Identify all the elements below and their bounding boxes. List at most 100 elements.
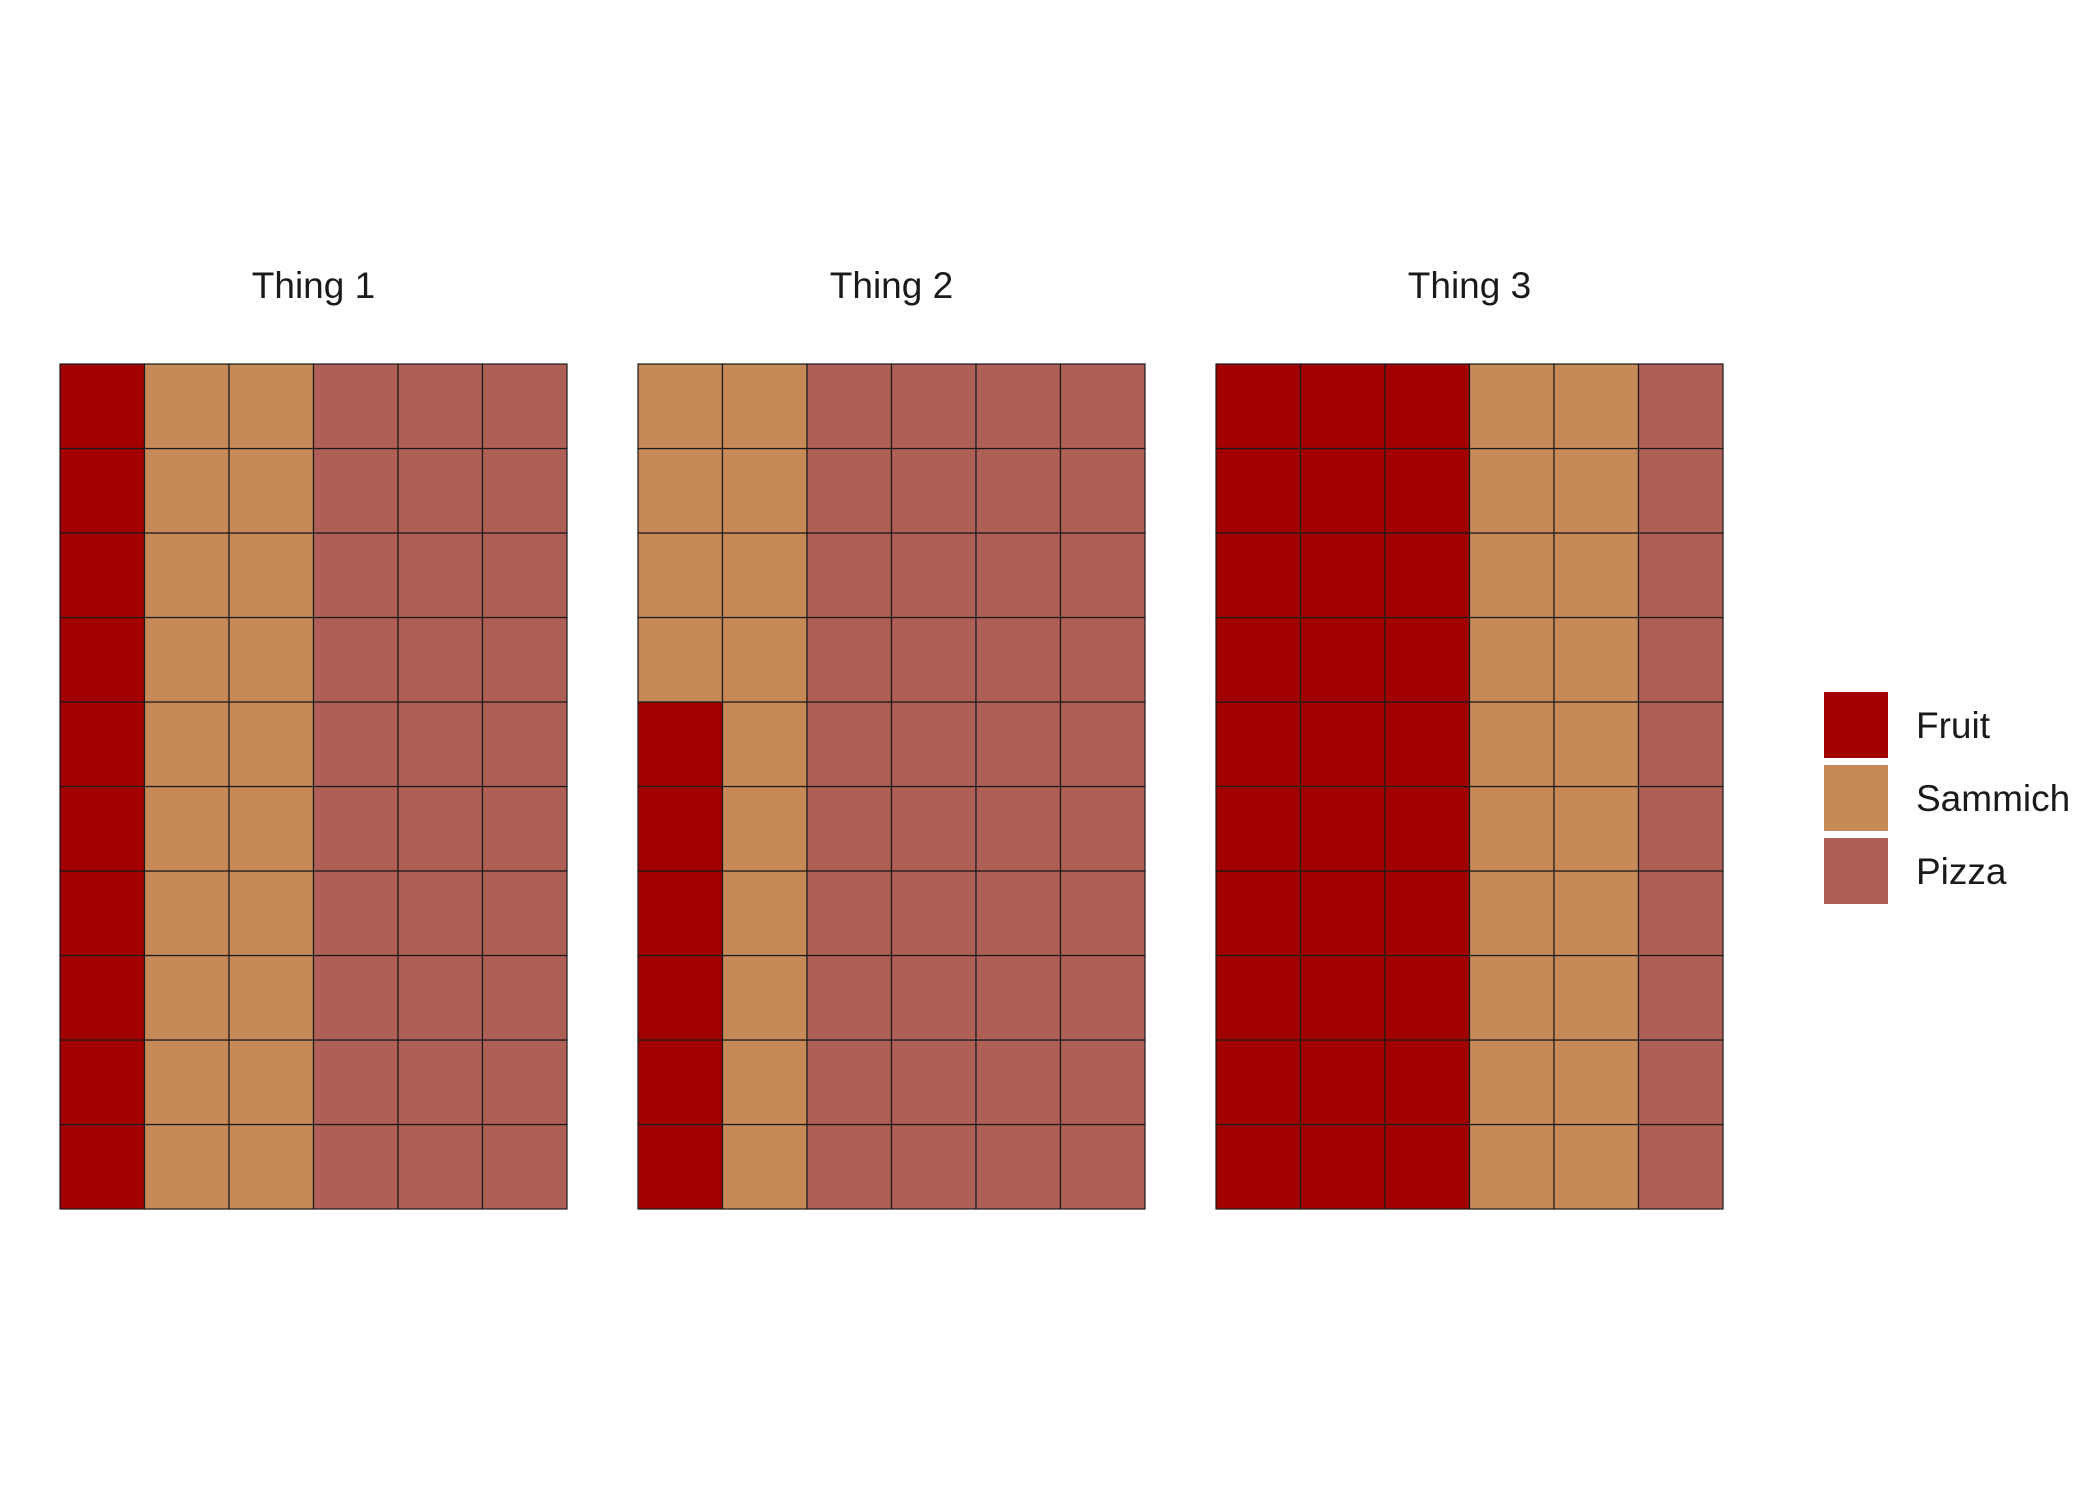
tile-pizza <box>1059 363 1146 450</box>
tile-pizza <box>1059 447 1146 534</box>
tile-sammich <box>1553 1039 1640 1126</box>
panel-title: Thing 1 <box>252 265 375 306</box>
tile-pizza <box>975 1123 1062 1210</box>
tile-sammich <box>721 447 808 534</box>
tile-pizza <box>1637 616 1724 703</box>
tile-sammich <box>1468 954 1555 1041</box>
tile-sammich <box>228 1039 315 1126</box>
tile-pizza <box>890 785 977 872</box>
tile-pizza <box>890 701 977 788</box>
tile-sammich <box>1553 616 1640 703</box>
tile-fruit <box>59 785 146 872</box>
tile-sammich <box>1468 870 1555 957</box>
tile-fruit <box>1384 616 1471 703</box>
tile-sammich <box>143 1123 230 1210</box>
tile-fruit <box>637 1039 724 1126</box>
tile-pizza <box>975 785 1062 872</box>
tile-pizza <box>890 616 977 703</box>
tile-pizza <box>806 1123 893 1210</box>
tile-fruit <box>1384 1123 1471 1210</box>
tile-pizza <box>975 870 1062 957</box>
tile-pizza <box>1637 447 1724 534</box>
tile-pizza <box>975 954 1062 1041</box>
tile-sammich <box>1553 870 1640 957</box>
tile-fruit <box>59 870 146 957</box>
tile-fruit <box>1215 1039 1302 1126</box>
tile-sammich <box>228 532 315 619</box>
tile-pizza <box>975 1039 1062 1126</box>
tile-fruit <box>1299 1123 1386 1210</box>
legend: Fruit Sammich Pizza <box>1824 692 2070 904</box>
tile-pizza <box>1059 870 1146 957</box>
tile-fruit <box>59 616 146 703</box>
tile-sammich <box>228 785 315 872</box>
tile-pizza <box>397 532 484 619</box>
tile-pizza <box>1637 870 1724 957</box>
tile-pizza <box>1059 954 1146 1041</box>
tile-sammich <box>1468 616 1555 703</box>
tile-sammich <box>143 616 230 703</box>
tile-pizza <box>806 785 893 872</box>
tile-fruit <box>59 447 146 534</box>
tile-fruit <box>1215 954 1302 1041</box>
panel-title: Thing 3 <box>1408 265 1531 306</box>
tile-pizza <box>397 954 484 1041</box>
tile-fruit <box>1215 363 1302 450</box>
tile-pizza <box>890 870 977 957</box>
tile-sammich <box>1553 785 1640 872</box>
tile-sammich <box>1468 1039 1555 1126</box>
legend-label: Fruit <box>1916 705 1991 746</box>
tile-pizza <box>806 1039 893 1126</box>
tile-sammich <box>1468 363 1555 450</box>
panel-1: Thing 1 <box>59 265 568 1210</box>
tile-sammich <box>1468 1123 1555 1210</box>
tile-pizza <box>1637 532 1724 619</box>
tile-sammich <box>228 1123 315 1210</box>
tile-fruit <box>1299 532 1386 619</box>
tile-pizza <box>1059 1039 1146 1126</box>
tile-pizza <box>397 363 484 450</box>
tile-fruit <box>59 532 146 619</box>
tile-fruit <box>59 701 146 788</box>
tile-pizza <box>1059 701 1146 788</box>
tile-pizza <box>1059 532 1146 619</box>
panel-3: Thing 3 <box>1215 265 1724 1210</box>
tile-pizza <box>312 532 399 619</box>
legend-key <box>1824 838 1888 904</box>
tile-pizza <box>397 1039 484 1126</box>
tile-sammich <box>1553 532 1640 619</box>
tile-pizza <box>397 701 484 788</box>
tile-fruit <box>59 954 146 1041</box>
tile-pizza <box>975 447 1062 534</box>
tile-pizza <box>397 616 484 703</box>
tile-pizza <box>975 532 1062 619</box>
tile-fruit <box>1215 785 1302 872</box>
tile-pizza <box>890 1039 977 1126</box>
tile-pizza <box>975 616 1062 703</box>
tile-pizza <box>481 616 568 703</box>
tile-pizza <box>806 363 893 450</box>
tile-fruit <box>1299 954 1386 1041</box>
tile-pizza <box>397 1123 484 1210</box>
legend-item-sammich: Sammich <box>1824 765 2070 831</box>
tile-sammich <box>1553 1123 1640 1210</box>
tile-pizza <box>481 1123 568 1210</box>
tile-sammich <box>637 363 724 450</box>
tile-fruit <box>1299 701 1386 788</box>
legend-item-pizza: Pizza <box>1824 838 2007 904</box>
tile-fruit <box>1384 954 1471 1041</box>
tile-sammich <box>721 1039 808 1126</box>
tile-sammich <box>721 616 808 703</box>
tile-sammich <box>637 532 724 619</box>
tile-sammich <box>721 870 808 957</box>
tile-pizza <box>1637 701 1724 788</box>
tile-pizza <box>806 447 893 534</box>
tile-fruit <box>1215 532 1302 619</box>
tile-pizza <box>1059 785 1146 872</box>
tile-sammich <box>228 616 315 703</box>
tile-sammich <box>1468 447 1555 534</box>
tile-fruit <box>637 870 724 957</box>
tile-sammich <box>143 1039 230 1126</box>
tile-pizza <box>397 870 484 957</box>
tile-fruit <box>637 785 724 872</box>
